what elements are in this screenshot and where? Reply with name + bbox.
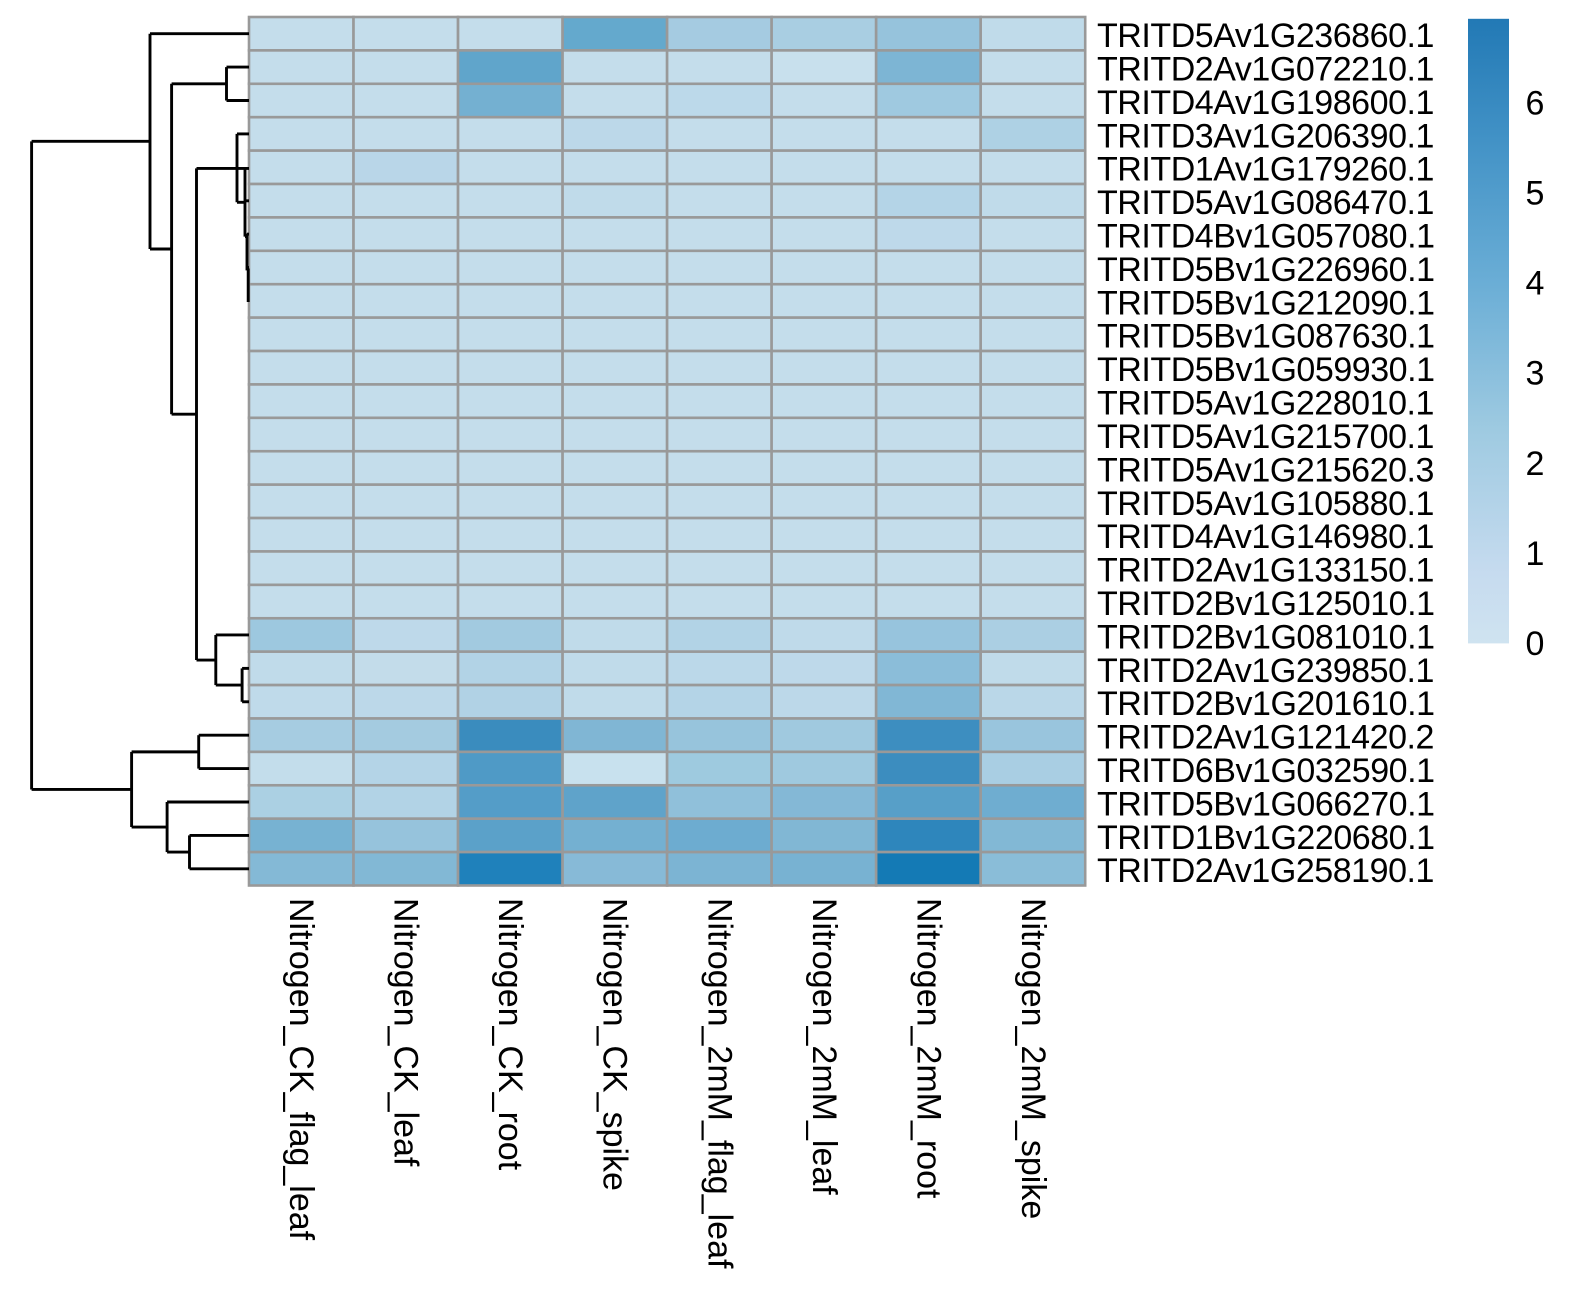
svg-text:3: 3	[1526, 355, 1545, 393]
svg-text:TRITD5Bv1G226960.1: TRITD5Bv1G226960.1	[1097, 251, 1435, 289]
svg-text:4: 4	[1526, 265, 1545, 303]
svg-text:Nitrogen_2mM_flag_leaf: Nitrogen_2mM_flag_leaf	[700, 898, 738, 1269]
svg-text:0: 0	[1526, 625, 1545, 663]
svg-text:TRITD2Bv1G081010.1: TRITD2Bv1G081010.1	[1097, 618, 1435, 656]
svg-text:TRITD1Av1G179260.1: TRITD1Av1G179260.1	[1097, 151, 1434, 189]
svg-text:TRITD5Av1G086470.1: TRITD5Av1G086470.1	[1097, 184, 1434, 222]
svg-text:Nitrogen_2mM_root: Nitrogen_2mM_root	[909, 898, 947, 1199]
svg-text:Nitrogen_CK_leaf: Nitrogen_CK_leaf	[387, 898, 425, 1167]
svg-text:TRITD2Av1G258190.1: TRITD2Av1G258190.1	[1097, 852, 1434, 890]
svg-text:TRITD4Av1G198600.1: TRITD4Av1G198600.1	[1097, 84, 1434, 122]
svg-text:TRITD5Bv1G059930.1: TRITD5Bv1G059930.1	[1097, 351, 1435, 389]
svg-text:TRITD2Av1G133150.1: TRITD2Av1G133150.1	[1097, 552, 1434, 590]
svg-text:Nitrogen_2mM_spike: Nitrogen_2mM_spike	[1014, 898, 1052, 1219]
svg-text:TRITD5Av1G228010.1: TRITD5Av1G228010.1	[1097, 385, 1434, 423]
svg-text:TRITD5Av1G105880.1: TRITD5Av1G105880.1	[1097, 485, 1434, 523]
svg-text:6: 6	[1526, 84, 1545, 122]
svg-text:Nitrogen_2mM_leaf: Nitrogen_2mM_leaf	[805, 898, 843, 1195]
svg-text:TRITD4Bv1G057080.1: TRITD4Bv1G057080.1	[1097, 218, 1435, 256]
svg-text:Nitrogen_CK_flag_leaf: Nitrogen_CK_flag_leaf	[282, 898, 320, 1241]
svg-text:TRITD5Bv1G087630.1: TRITD5Bv1G087630.1	[1097, 318, 1435, 356]
svg-text:TRITD3Av1G206390.1: TRITD3Av1G206390.1	[1097, 117, 1434, 155]
svg-text:TRITD5Av1G215620.3: TRITD5Av1G215620.3	[1097, 451, 1434, 489]
svg-text:TRITD5Av1G215700.1: TRITD5Av1G215700.1	[1097, 418, 1434, 456]
svg-text:Nitrogen_CK_root: Nitrogen_CK_root	[491, 898, 529, 1171]
svg-text:TRITD1Bv1G220680.1: TRITD1Bv1G220680.1	[1097, 819, 1435, 857]
svg-text:1: 1	[1526, 535, 1545, 573]
svg-text:TRITD2Av1G239850.1: TRITD2Av1G239850.1	[1097, 652, 1434, 690]
svg-text:5: 5	[1526, 175, 1545, 213]
svg-text:TRITD6Bv1G032590.1: TRITD6Bv1G032590.1	[1097, 752, 1435, 790]
svg-text:TRITD5Av1G236860.1: TRITD5Av1G236860.1	[1097, 17, 1434, 55]
svg-text:TRITD2Bv1G125010.1: TRITD2Bv1G125010.1	[1097, 585, 1435, 623]
svg-text:TRITD2Av1G121420.2: TRITD2Av1G121420.2	[1097, 719, 1434, 757]
svg-text:TRITD5Bv1G212090.1: TRITD5Bv1G212090.1	[1097, 284, 1435, 322]
svg-text:Nitrogen_CK_spike: Nitrogen_CK_spike	[596, 898, 634, 1191]
svg-text:TRITD4Av1G146980.1: TRITD4Av1G146980.1	[1097, 518, 1434, 556]
svg-text:TRITD2Av1G072210.1: TRITD2Av1G072210.1	[1097, 51, 1434, 89]
svg-text:2: 2	[1526, 445, 1545, 483]
svg-text:TRITD5Bv1G066270.1: TRITD5Bv1G066270.1	[1097, 785, 1435, 823]
svg-text:TRITD2Bv1G201610.1: TRITD2Bv1G201610.1	[1097, 685, 1435, 723]
